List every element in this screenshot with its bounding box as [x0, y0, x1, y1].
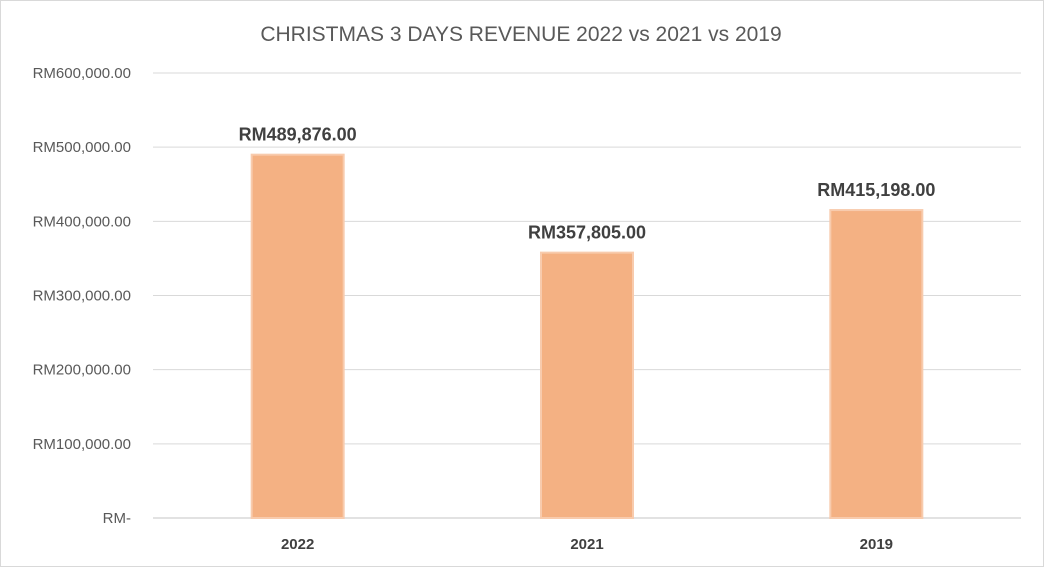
data-labels: RM489,876.00 RM357,805.00 RM415,198.00 — [239, 125, 936, 243]
x-tick-label-2022: 2022 — [281, 536, 314, 553]
y-tick-label: RM600,000.00 — [33, 65, 131, 82]
y-tick-label: RM400,000.00 — [33, 213, 131, 230]
bars — [250, 153, 924, 519]
bar-2019 — [829, 209, 924, 519]
bar-2021 — [540, 251, 634, 519]
x-tick-label-2019: 2019 — [860, 536, 893, 553]
chart-title: CHRISTMAS 3 DAYS REVENUE 2022 vs 2021 vs… — [260, 23, 781, 46]
y-tick-label: RM100,000.00 — [33, 436, 131, 453]
y-tick-label: RM500,000.00 — [33, 139, 131, 156]
y-axis-ticks: RM- RM100,000.00 RM200,000.00 RM300,000.00 R… — [33, 65, 131, 527]
bar-2022 — [250, 153, 345, 519]
x-tick-label-2021: 2021 — [570, 536, 603, 553]
x-axis-ticks: 2022 2021 2019 — [281, 536, 893, 553]
data-label-2019: RM415,198.00 — [817, 180, 935, 200]
y-tick-label: RM300,000.00 — [33, 288, 131, 305]
data-label-2021: RM357,805.00 — [528, 223, 646, 243]
y-tick-label: RM- — [103, 510, 131, 527]
y-tick-label: RM200,000.00 — [33, 362, 131, 379]
data-label-2022: RM489,876.00 — [239, 125, 357, 145]
